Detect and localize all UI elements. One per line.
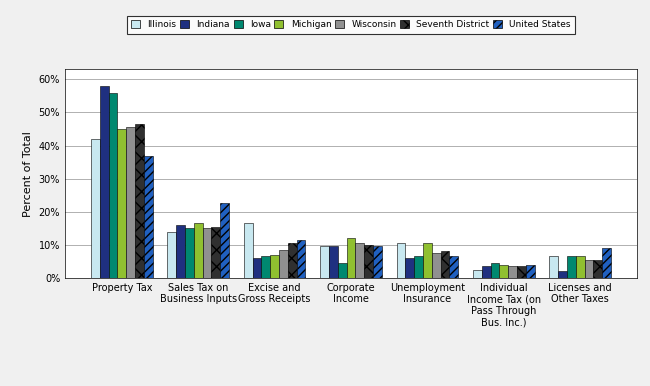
Bar <box>288 243 296 278</box>
Bar <box>346 238 356 278</box>
Bar <box>118 129 126 278</box>
Bar <box>491 263 499 278</box>
Bar <box>517 266 526 278</box>
Bar <box>396 243 406 278</box>
Bar <box>220 203 229 278</box>
Bar <box>168 232 176 278</box>
Bar <box>602 248 611 278</box>
Bar <box>100 86 109 278</box>
Bar <box>270 255 279 278</box>
Bar <box>126 127 135 278</box>
Bar <box>253 258 261 278</box>
Bar <box>176 225 185 278</box>
Bar <box>558 271 567 278</box>
Bar <box>432 253 441 278</box>
Bar <box>449 256 458 278</box>
Bar <box>567 256 576 278</box>
Bar <box>364 245 373 278</box>
Bar <box>584 260 593 278</box>
Bar <box>320 247 329 278</box>
Bar <box>576 256 584 278</box>
Bar <box>406 258 414 278</box>
Bar <box>482 266 491 278</box>
Bar <box>296 240 306 278</box>
Bar <box>593 260 602 278</box>
Bar <box>356 243 364 278</box>
Bar <box>338 263 346 278</box>
Bar <box>135 124 144 278</box>
Bar <box>329 247 338 278</box>
Bar <box>508 266 517 278</box>
Bar <box>91 139 100 278</box>
Bar <box>373 247 382 278</box>
Bar <box>473 270 482 278</box>
Bar <box>203 228 211 278</box>
Y-axis label: Percent of Total: Percent of Total <box>23 131 33 217</box>
Bar <box>279 250 288 278</box>
Bar <box>194 223 203 278</box>
Bar <box>211 227 220 278</box>
Bar <box>414 256 423 278</box>
Bar <box>109 93 118 278</box>
Bar <box>526 265 534 278</box>
Bar <box>244 223 253 278</box>
Bar <box>441 251 449 278</box>
Bar <box>423 243 432 278</box>
Legend: Illinois, Indiana, Iowa, Michigan, Wisconsin, Seventh District, United States: Illinois, Indiana, Iowa, Michigan, Wisco… <box>127 15 575 34</box>
Bar <box>261 256 270 278</box>
Bar <box>144 156 153 278</box>
Bar <box>499 265 508 278</box>
Bar <box>549 256 558 278</box>
Bar <box>185 228 194 278</box>
